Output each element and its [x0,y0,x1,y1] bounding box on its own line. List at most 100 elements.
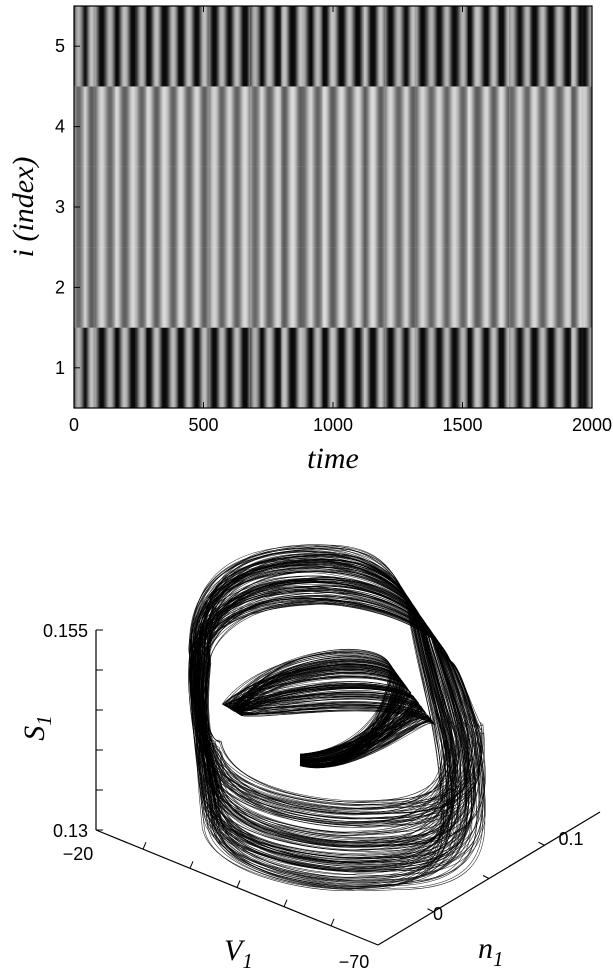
heatmap-cell [181,166,184,248]
heatmap-cell [116,6,119,87]
heatmap-cell [418,327,421,408]
heatmap-cell [431,247,434,328]
heatmap-cell [421,86,423,167]
heatmap-cell [577,247,580,328]
heatmap-cell [580,327,583,408]
heatmap-cell [248,86,250,167]
heatmap-cell [481,166,483,248]
heatmap-cell [341,247,343,328]
heatmap-cell [86,166,89,248]
heatmap-cell [184,6,187,87]
heatmap-cell [416,6,419,87]
heatmap-cell [252,166,254,248]
heatmap-cell [303,6,306,87]
heatmap-cell [338,327,340,408]
heatmap-cell [537,6,539,87]
heatmap-cell [489,166,492,248]
heatmap-cell [558,327,561,408]
heatmap-cell [310,247,312,328]
heatmap-cell [280,327,282,408]
heatmap-cell [345,166,348,248]
heatmap-cell [219,6,221,87]
heatmap-cell [427,247,429,328]
heatmap-cell [301,6,304,87]
heatmap-cell [200,247,203,328]
heatmap-cell [522,166,525,248]
heatmap-cell [313,6,315,87]
heatmap-cell [362,6,364,87]
heatmap-cell [165,166,167,248]
heatmap-cell [262,247,265,328]
heatmap-cell [490,6,493,87]
heatmap-cell [132,6,134,87]
heatmap-cell [268,86,271,167]
heatmap-cell [98,327,101,408]
heatmap-cell [125,247,128,328]
heatmap-cell [429,247,431,328]
heatmap-cell [296,6,299,87]
heatmap-cell [247,247,249,328]
heatmap-cell [577,166,580,248]
heatmap-cell [148,6,151,87]
heatmap-cell [471,166,474,248]
heatmap-cell [400,327,402,408]
heatmap-cell [286,247,289,328]
heatmap-cell [211,6,214,87]
heatmap-cell [196,247,198,328]
heatmap-cell [157,166,160,248]
heatmap-cell [297,247,300,328]
heatmap-cell [124,327,127,408]
heatmap-cell [329,86,332,167]
heatmap-cell [127,166,130,248]
heatmap-cell [175,86,178,167]
heatmap-cell [431,166,434,248]
heatmap-cell [146,166,149,248]
heatmap-cell [340,6,342,87]
heatmap-cell [325,166,328,248]
heatmap-cell [220,86,222,167]
heatmap-cell [449,247,451,328]
heatmap-cell [444,327,447,408]
heatmap-cell [462,166,465,248]
heatmap-cell [349,86,352,167]
heatmap-cell [298,6,301,87]
heatmap-cell [458,166,460,248]
heatmap-cell [365,247,367,328]
heatmap-cell [152,166,155,248]
heatmap-cell [570,247,572,328]
heatmap-cell [283,247,285,328]
heatmap-cell [513,166,515,248]
heatmap-cell [197,247,199,328]
heatmap-cell [510,166,512,248]
heatmap-cell [337,247,339,328]
heatmap-cell [485,327,487,408]
heatmap-cell [314,166,316,248]
heatmap-cell [201,327,204,408]
heatmap-cell [589,247,592,328]
heatmap-cell [535,247,537,328]
heatmap-cell [86,247,89,328]
heatmap-cell [448,327,450,408]
heatmap-cell [566,6,568,87]
heatmap-cell [238,86,241,167]
heatmap-cell [541,247,543,328]
heatmap-cell [401,6,404,87]
heatmap-cell [307,327,309,408]
heatmap-cell [560,86,563,167]
heatmap-cell [551,6,554,87]
heatmap-cell [515,166,517,248]
heatmap-cell [193,86,195,167]
heatmap-cell [386,166,389,248]
heatmap-cell [284,166,286,248]
heatmap-cell [152,6,155,87]
heatmap-cell [513,86,515,167]
heatmap-cell [483,327,485,408]
heatmap-cell [510,247,512,328]
heatmap-cell [477,247,479,328]
heatmap-cell [569,247,571,328]
heatmap-cell [464,247,467,328]
heatmap-cell [513,247,515,328]
heatmap-cell [367,6,369,87]
heatmap-cell [502,86,505,167]
tick-mark [236,880,241,888]
